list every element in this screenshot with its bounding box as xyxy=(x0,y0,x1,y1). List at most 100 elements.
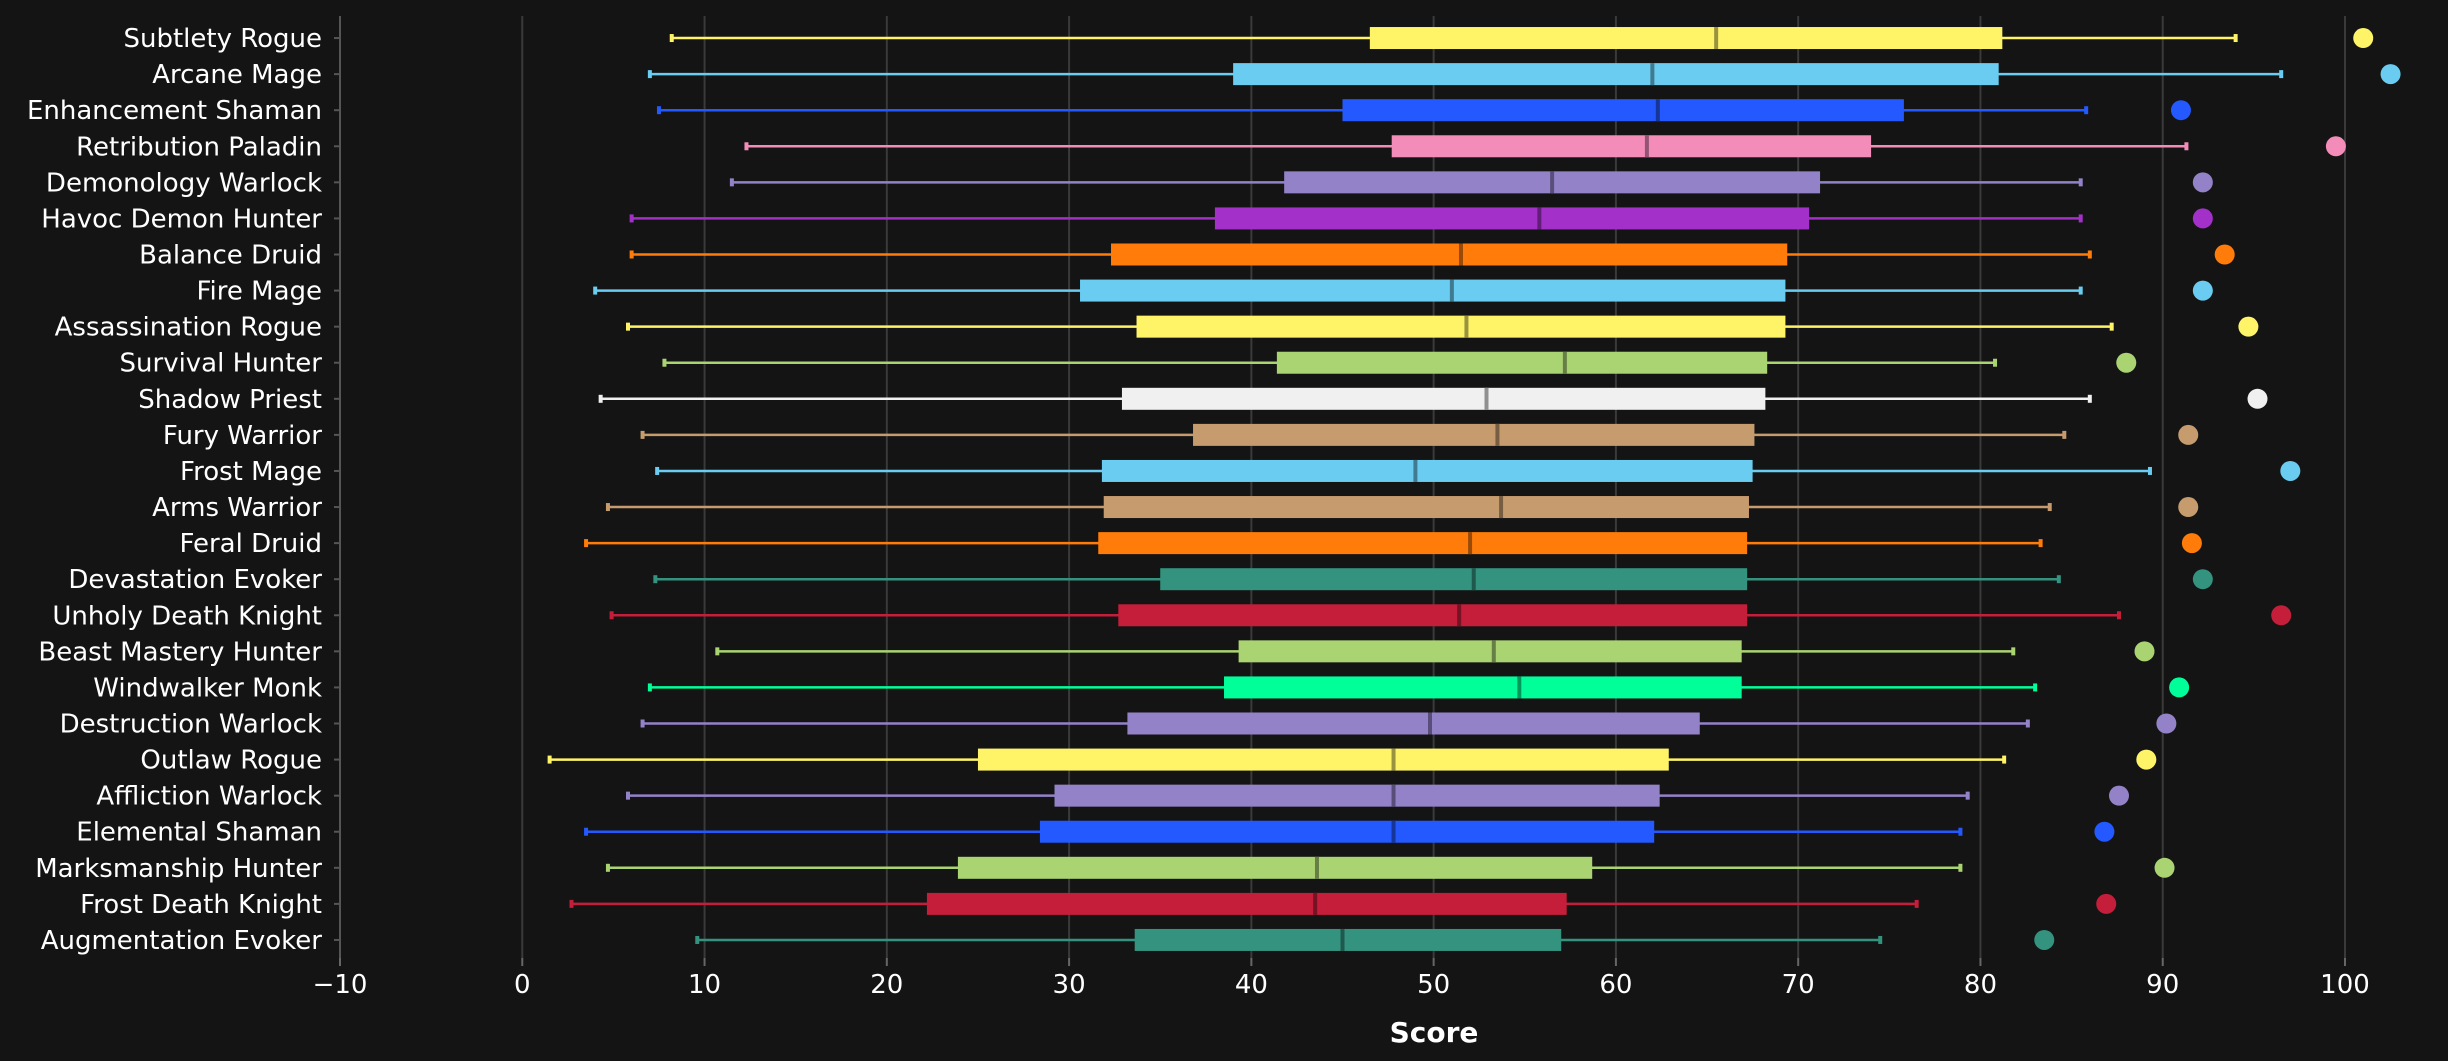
score-axis: −10 0 10 20 30 40 50 60 70 80 90 100 xyxy=(313,958,2370,1000)
outlier-point xyxy=(2108,785,2129,806)
category-label: Frost Death Knight xyxy=(80,890,322,920)
box-row xyxy=(647,63,2401,86)
box-row xyxy=(729,171,2213,194)
outlier-point xyxy=(2034,929,2055,950)
x-tick-label: 80 xyxy=(1964,970,1997,1000)
outlier-point xyxy=(2170,100,2191,121)
outlier-point xyxy=(2094,821,2115,842)
box-iqr xyxy=(1121,387,1766,410)
x-tick-label: 20 xyxy=(870,970,903,1000)
category-label: Affliction Warlock xyxy=(96,782,322,812)
box-row xyxy=(593,279,2213,302)
category-label: Arcane Mage xyxy=(152,60,322,90)
box-series xyxy=(547,27,2401,951)
x-tick-label: 0 xyxy=(514,970,531,1000)
box-iqr xyxy=(957,856,1593,879)
outlier-point xyxy=(2178,497,2199,518)
outlier-point xyxy=(2192,569,2213,590)
category-label: Beast Mastery Hunter xyxy=(38,637,322,667)
box-iqr xyxy=(1127,712,1700,735)
box-row xyxy=(662,351,2137,374)
box-row xyxy=(609,604,2292,627)
outlier-point xyxy=(2096,893,2117,914)
outlier-point xyxy=(2247,388,2268,409)
box-iqr xyxy=(1101,459,1753,482)
box-iqr xyxy=(1111,243,1788,266)
category-label: Feral Druid xyxy=(179,529,322,559)
box-row xyxy=(629,207,2213,230)
outlier-point xyxy=(2134,641,2155,662)
outlier-point xyxy=(2181,533,2202,554)
box-iqr xyxy=(1238,640,1742,663)
outlier-point xyxy=(2214,244,2235,265)
x-tick-label: −10 xyxy=(313,970,368,1000)
outlier-point xyxy=(2280,460,2301,481)
outlier-point xyxy=(2192,172,2213,193)
x-tick-label: 70 xyxy=(1782,970,1815,1000)
box-row xyxy=(625,315,2259,338)
category-label: Survival Hunter xyxy=(120,349,323,379)
outlier-point xyxy=(2192,208,2213,229)
box-iqr xyxy=(1214,207,1810,230)
box-iqr xyxy=(1039,820,1655,843)
box-row xyxy=(547,748,2157,771)
outlier-point xyxy=(2353,28,2374,49)
x-tick-label: 90 xyxy=(2146,970,2179,1000)
category-label: Fury Warrior xyxy=(163,421,322,451)
category-label: Elemental Shaman xyxy=(76,818,322,848)
box-iqr xyxy=(1342,99,1904,122)
category-label: Havoc Demon Hunter xyxy=(41,204,322,234)
outlier-point xyxy=(2192,280,2213,301)
category-label: Destruction Warlock xyxy=(60,710,322,740)
box-iqr xyxy=(1391,135,1872,158)
box-iqr xyxy=(1136,315,1786,338)
box-iqr xyxy=(1193,423,1755,446)
outlier-point xyxy=(2136,749,2157,770)
x-tick-label: 40 xyxy=(1235,970,1268,1000)
box-iqr xyxy=(1118,604,1748,627)
box-iqr xyxy=(1103,496,1749,519)
outlier-point xyxy=(2325,136,2346,157)
box-row xyxy=(605,856,2175,879)
category-label: Shadow Priest xyxy=(138,385,322,415)
box-row xyxy=(629,243,2235,266)
category-label: Devastation Evoker xyxy=(68,565,322,595)
category-label: Fire Mage xyxy=(196,277,322,307)
category-label: Marksmanship Hunter xyxy=(35,854,322,884)
category-label: Enhancement Shaman xyxy=(27,96,322,126)
box-row xyxy=(584,820,2115,843)
outlier-point xyxy=(2169,677,2190,698)
category-label: Retribution Paladin xyxy=(76,132,322,162)
box-iqr xyxy=(1224,676,1742,699)
x-tick-label: 10 xyxy=(688,970,721,1000)
box-row xyxy=(695,928,2055,951)
category-label: Demonology Warlock xyxy=(46,168,322,198)
box-iqr xyxy=(1134,928,1562,951)
box-row xyxy=(715,640,2155,663)
outlier-point xyxy=(2238,316,2259,337)
x-tick-label: 100 xyxy=(2320,970,2370,1000)
outlier-point xyxy=(2154,857,2175,878)
box-row xyxy=(653,568,2213,591)
box-iqr xyxy=(1080,279,1786,302)
box-iqr xyxy=(1054,784,1660,807)
box-row xyxy=(625,784,2129,807)
box-iqr xyxy=(926,892,1567,915)
category-label: Augmentation Evoker xyxy=(41,926,323,956)
outlier-point xyxy=(2271,605,2292,626)
box-row xyxy=(647,676,2190,699)
outlier-point xyxy=(2156,713,2177,734)
box-row xyxy=(655,459,2301,482)
category-axis: Subtlety Rogue Arcane Mage Enhancement Sha… xyxy=(27,16,341,958)
category-label: Unholy Death Knight xyxy=(52,601,322,631)
box-row xyxy=(656,99,2191,122)
box-row xyxy=(605,496,2199,519)
box-iqr xyxy=(1160,568,1748,591)
x-tick-label: 60 xyxy=(1599,970,1632,1000)
box-row xyxy=(640,423,2199,446)
x-axis-title: Score xyxy=(1390,1016,1479,1049)
box-iqr xyxy=(1369,27,2003,50)
outlier-point xyxy=(2116,352,2137,373)
